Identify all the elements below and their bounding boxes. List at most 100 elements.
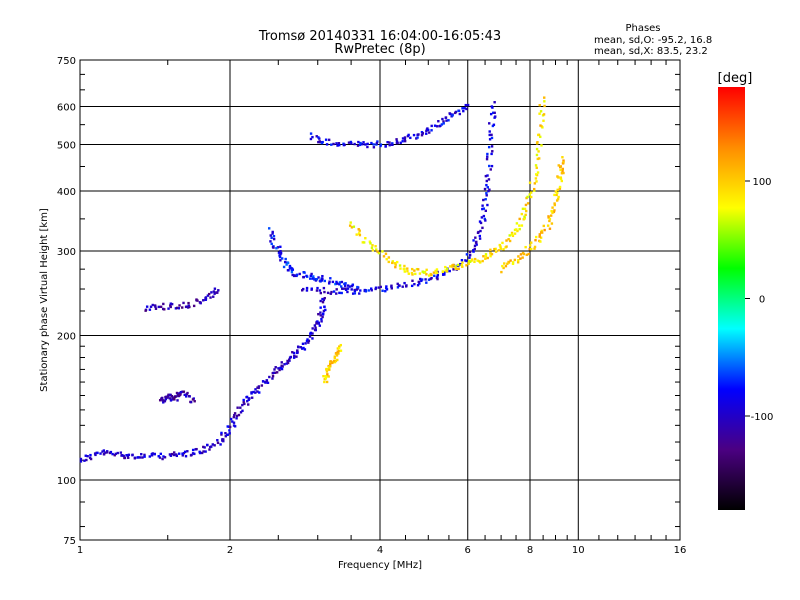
data-point — [321, 274, 324, 278]
data-point — [488, 133, 491, 137]
data-point — [338, 345, 341, 348]
data-point — [543, 228, 546, 232]
data-point — [403, 264, 406, 268]
data-point — [359, 289, 362, 292]
data-point — [502, 248, 505, 251]
data-point — [334, 282, 337, 286]
data-point — [440, 123, 444, 126]
data-point — [133, 457, 137, 460]
y-tick-label: 500 — [57, 141, 76, 152]
data-point — [287, 269, 290, 272]
data-point — [530, 247, 533, 251]
data-point — [460, 264, 463, 267]
data-point — [441, 270, 445, 273]
data-point — [410, 271, 414, 275]
data-point — [229, 417, 233, 421]
data-point — [83, 459, 86, 462]
data-point — [465, 259, 468, 263]
data-point — [406, 267, 409, 270]
data-point — [425, 128, 429, 131]
data-point — [187, 304, 190, 307]
data-point — [288, 266, 292, 269]
data-point — [183, 393, 186, 397]
data-point — [329, 365, 332, 368]
data-point — [374, 245, 377, 248]
data-point — [434, 269, 437, 273]
data-point — [276, 246, 280, 249]
data-point — [166, 395, 169, 399]
data-point — [420, 278, 424, 281]
data-point — [191, 398, 195, 401]
data-point — [501, 264, 504, 268]
data-point — [178, 452, 181, 455]
data-point — [278, 368, 281, 372]
data-point — [183, 450, 187, 453]
data-point — [526, 195, 529, 199]
data-point — [534, 235, 538, 239]
data-point — [256, 390, 259, 393]
data-point — [535, 166, 538, 170]
data-point — [158, 456, 162, 459]
data-point — [472, 249, 475, 252]
data-point — [384, 145, 387, 148]
data-point — [202, 445, 205, 449]
data-point — [414, 272, 417, 276]
data-point — [559, 176, 563, 179]
data-point — [226, 433, 229, 436]
data-point — [553, 203, 557, 207]
data-point — [327, 375, 330, 378]
data-point — [334, 359, 338, 363]
data-point — [537, 157, 541, 160]
data-point — [482, 198, 485, 202]
data-point — [181, 452, 184, 455]
data-point — [349, 140, 353, 144]
data-point — [481, 226, 484, 230]
data-point — [241, 409, 244, 412]
phase-info-o-mode: mean, sd,O: -95.2, 16.8 — [594, 35, 712, 46]
data-point — [539, 124, 542, 127]
data-point — [163, 400, 167, 403]
data-point — [515, 222, 519, 225]
data-point — [516, 261, 520, 264]
data-point — [534, 239, 537, 242]
data-point — [485, 194, 488, 197]
data-point — [488, 122, 491, 125]
data-point — [519, 257, 522, 260]
data-point — [501, 241, 504, 245]
data-point — [280, 364, 283, 367]
data-point — [272, 371, 275, 375]
data-point — [338, 283, 341, 286]
data-point — [269, 240, 272, 243]
data-point — [401, 137, 405, 140]
data-point — [148, 308, 152, 311]
data-point — [420, 279, 423, 283]
x-tick-label: 2 — [227, 545, 233, 556]
data-point — [306, 338, 309, 341]
data-point — [151, 303, 154, 307]
data-point — [562, 171, 565, 175]
data-point — [274, 366, 277, 369]
data-point — [138, 456, 142, 459]
data-points — [79, 96, 565, 463]
data-point — [301, 289, 304, 292]
data-point — [318, 289, 322, 292]
data-point — [465, 264, 468, 267]
data-point — [444, 116, 448, 119]
data-point — [325, 370, 329, 373]
data-point — [460, 258, 464, 262]
data-point — [503, 262, 506, 265]
data-point — [387, 260, 390, 264]
data-point — [534, 173, 538, 176]
data-point — [421, 132, 425, 135]
data-point — [286, 361, 290, 365]
data-point — [560, 179, 564, 183]
data-point — [312, 277, 315, 280]
data-point — [464, 103, 467, 107]
data-point — [309, 137, 313, 141]
data-point — [362, 141, 365, 144]
data-point — [275, 371, 279, 374]
data-point — [370, 287, 373, 290]
data-point — [353, 142, 356, 146]
data-point — [340, 280, 344, 284]
data-point — [390, 143, 394, 146]
